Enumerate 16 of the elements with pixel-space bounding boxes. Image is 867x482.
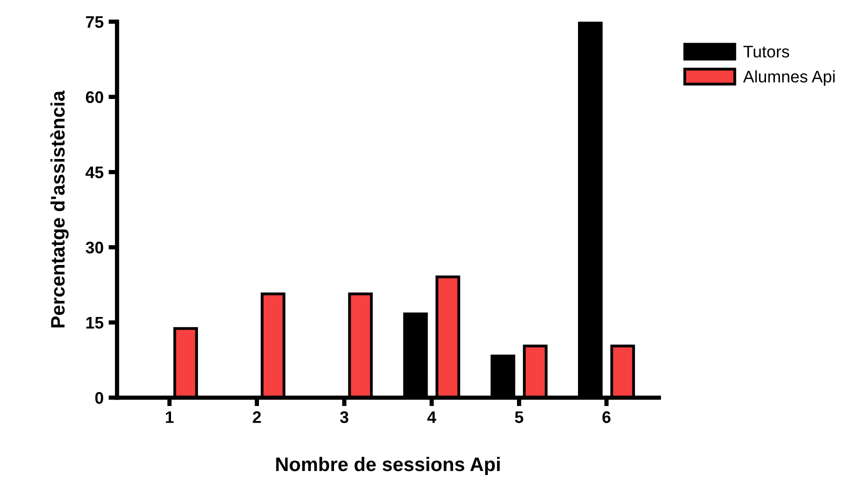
y-tick-label: 30 — [86, 242, 104, 254]
x-tick-label: 6 — [602, 411, 611, 424]
y-axis-title: Percentatge d'assistència — [50, 90, 69, 328]
y-tick-label: 45 — [86, 166, 104, 178]
x-tick-label: 4 — [427, 411, 436, 423]
x-tick-label: 2 — [252, 411, 261, 423]
x-tick-label: 1 — [166, 411, 174, 423]
y-tick-label: 0 — [95, 392, 104, 404]
y-tick-label: 15 — [86, 317, 104, 329]
legend-label: Alumnes Api — [743, 70, 835, 86]
legend-label: Tutors — [743, 46, 790, 58]
x-tick-label: 5 — [514, 411, 524, 424]
y-tick-label: 60 — [86, 91, 104, 104]
y-tick-label: 75 — [86, 16, 104, 28]
x-tick-label: 3 — [340, 411, 348, 424]
x-axis-title: Nombre de sessions Api — [276, 456, 500, 476]
